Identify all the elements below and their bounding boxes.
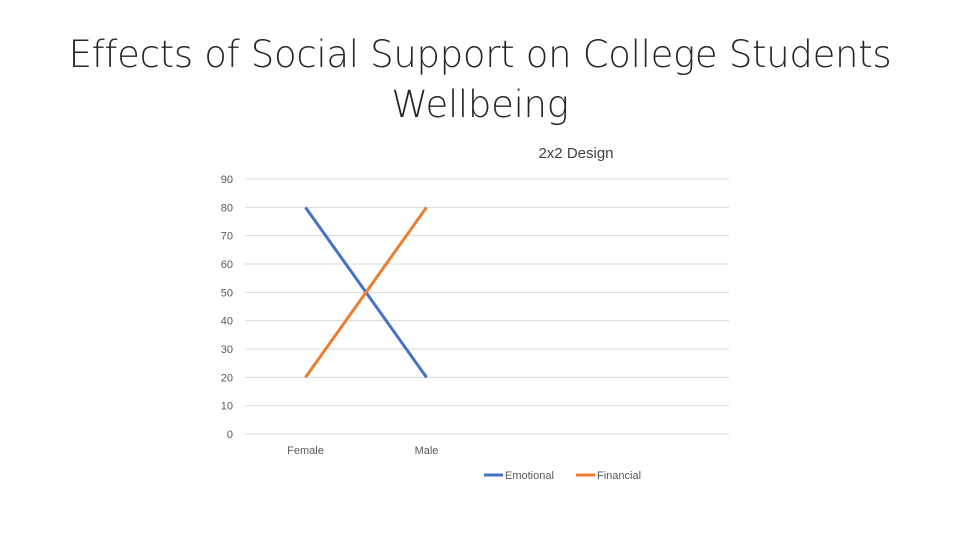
- y-tick-label: 40: [221, 316, 233, 328]
- legend: Emotional Financial: [484, 470, 641, 482]
- y-tick-label: 70: [221, 231, 233, 243]
- x-axis-tick-labels: Female Male: [287, 445, 438, 457]
- y-tick-label: 80: [221, 202, 233, 214]
- y-tick-label: 50: [221, 287, 233, 299]
- y-tick-label: 90: [221, 174, 233, 186]
- y-axis-tick-labels: 0 10 20 30 40 50 60 70 80 90: [221, 174, 233, 441]
- slide-title-line-2: Wellbeing: [391, 83, 569, 126]
- y-tick-label: 60: [221, 259, 233, 271]
- legend-label: Emotional: [505, 470, 554, 482]
- y-tick-label: 20: [221, 372, 233, 384]
- series-lines: [304, 206, 428, 379]
- y-tick-label: 10: [221, 401, 233, 413]
- x-tick-label: Female: [287, 445, 324, 457]
- legend-label: Financial: [597, 470, 641, 482]
- x-tick-label: Male: [415, 445, 439, 457]
- gridlines: [245, 178, 729, 435]
- y-tick-label: 0: [227, 429, 233, 441]
- slide-title-line-1: Effects of Social Support on College Stu…: [68, 33, 892, 76]
- chart-title: 2x2 Design: [538, 145, 613, 162]
- series-line-financial: [304, 206, 428, 379]
- y-tick-label: 30: [221, 344, 233, 356]
- slide-title: Effects of Social Support on College Stu…: [40, 30, 920, 130]
